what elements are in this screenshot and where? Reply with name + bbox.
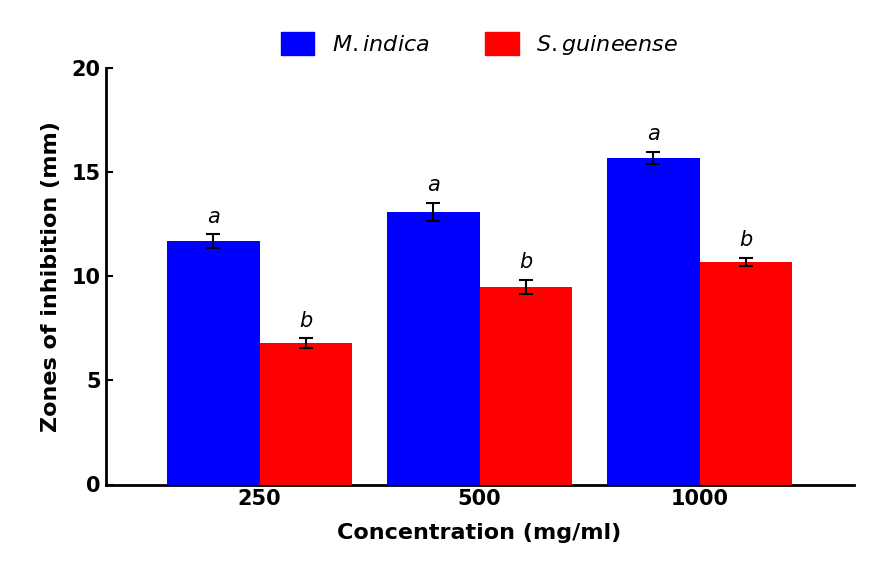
- Bar: [480, 287, 572, 484]
- Legend: $\it{M. indica}$, $\it{S. guineense}$: $\it{M. indica}$, $\it{S. guineense}$: [270, 21, 689, 68]
- Text: b: b: [299, 311, 312, 331]
- Text: b: b: [519, 253, 532, 272]
- Bar: [607, 158, 700, 484]
- Text: a: a: [647, 124, 660, 144]
- Text: a: a: [207, 206, 220, 226]
- Bar: [700, 262, 792, 484]
- Bar: [387, 212, 480, 484]
- Bar: [167, 241, 260, 484]
- Bar: [260, 343, 352, 484]
- X-axis label: Concentration (mg/ml): Concentration (mg/ml): [337, 523, 622, 543]
- Y-axis label: Zones of inhibition (mm): Zones of inhibition (mm): [40, 121, 61, 432]
- Text: a: a: [427, 176, 440, 196]
- Text: b: b: [739, 230, 752, 250]
